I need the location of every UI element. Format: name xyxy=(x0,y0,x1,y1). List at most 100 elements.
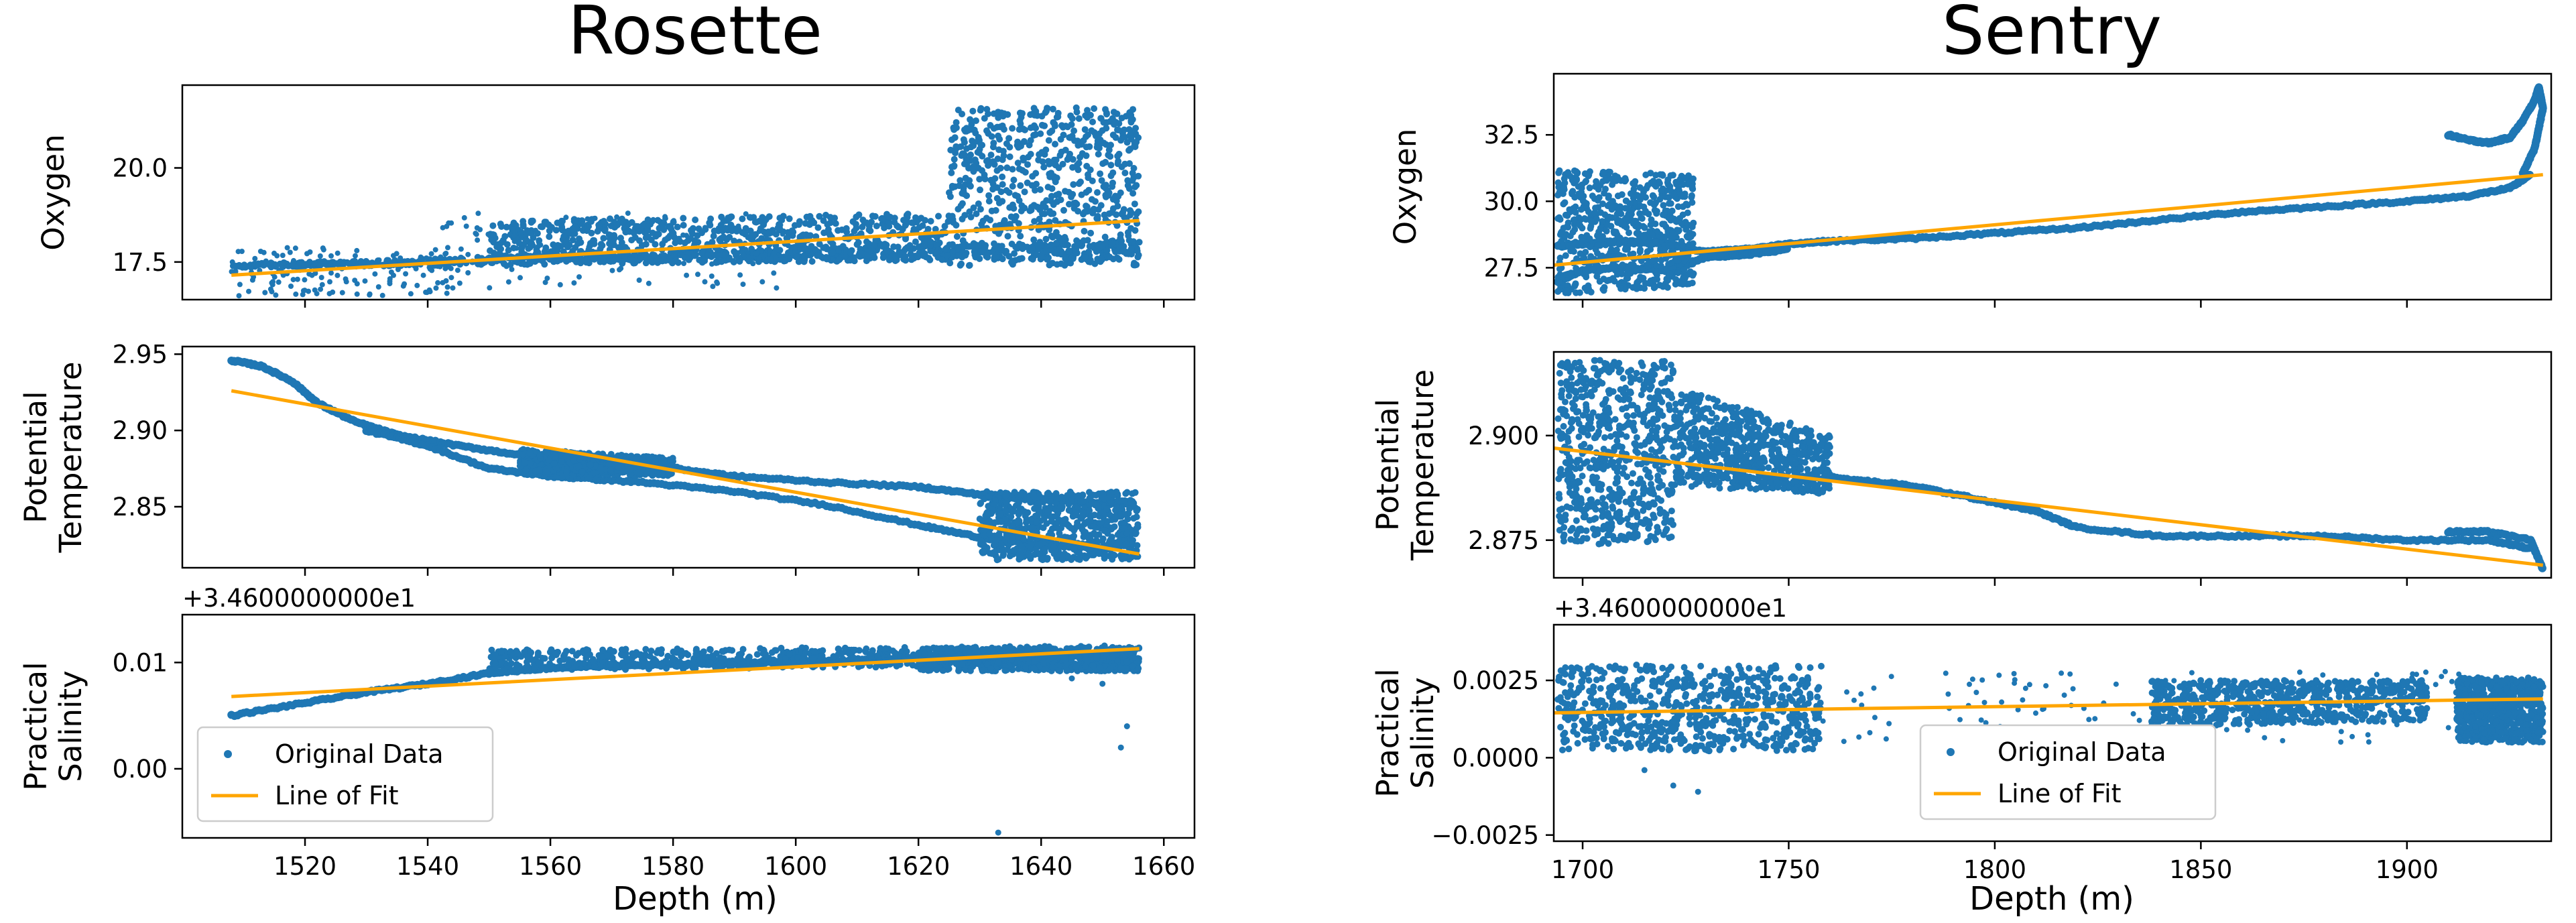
data-point xyxy=(945,212,953,220)
data-point xyxy=(503,241,511,248)
data-point xyxy=(1132,125,1140,132)
data-point xyxy=(649,467,656,475)
data-point xyxy=(318,286,324,292)
data-point xyxy=(883,241,890,249)
data-point xyxy=(1103,505,1111,513)
data-point xyxy=(967,116,974,123)
series-2 xyxy=(946,104,1143,269)
data-point xyxy=(718,213,725,221)
data-point xyxy=(1117,235,1124,242)
data-point xyxy=(962,174,969,182)
data-point xyxy=(921,250,928,257)
data-point xyxy=(1018,544,1026,550)
data-point xyxy=(932,241,940,248)
data-point xyxy=(569,225,576,233)
data-point xyxy=(1023,516,1030,524)
y-tick-label: 2.85 xyxy=(113,493,168,521)
data-point xyxy=(1042,496,1049,503)
data-point xyxy=(1059,160,1066,168)
data-point xyxy=(791,222,798,229)
data-point xyxy=(685,248,692,255)
data-point xyxy=(1103,247,1111,254)
data-point xyxy=(427,289,433,295)
data-point xyxy=(646,223,651,229)
data-point xyxy=(461,214,467,221)
data-point xyxy=(715,280,721,286)
data-point xyxy=(1124,515,1131,523)
data-point xyxy=(1104,517,1111,525)
data-point xyxy=(671,218,677,224)
y-tick-label: 20.0 xyxy=(113,154,168,183)
data-point xyxy=(1020,138,1028,145)
data-point xyxy=(445,245,450,251)
data-point xyxy=(448,275,454,281)
data-point xyxy=(698,248,706,255)
data-point xyxy=(375,284,381,290)
series-3 xyxy=(976,488,1142,564)
data-point xyxy=(576,456,584,463)
data-point xyxy=(1000,550,1007,558)
data-point xyxy=(263,258,269,264)
data-point xyxy=(814,224,822,231)
data-point xyxy=(664,235,672,242)
data-point xyxy=(1123,250,1130,257)
data-point xyxy=(709,273,715,279)
data-point xyxy=(1115,158,1122,165)
data-series xyxy=(227,357,1142,564)
data-point xyxy=(1030,493,1038,500)
data-point xyxy=(488,646,495,654)
data-point xyxy=(519,218,527,225)
data-point xyxy=(894,243,902,251)
data-point xyxy=(681,261,687,266)
data-point xyxy=(676,235,682,241)
data-point xyxy=(1107,141,1114,149)
data-point xyxy=(1112,119,1119,126)
data-point xyxy=(1007,213,1015,221)
data-point xyxy=(1014,518,1021,526)
data-point xyxy=(867,247,874,255)
data-point xyxy=(1048,233,1055,239)
data-point xyxy=(1098,177,1105,184)
data-point xyxy=(1113,110,1121,117)
data-point xyxy=(526,460,534,467)
data-point xyxy=(1057,196,1064,204)
data-point xyxy=(771,270,777,276)
data-point xyxy=(1040,164,1048,171)
data-point xyxy=(1109,208,1116,216)
data-point xyxy=(536,452,544,459)
data-point xyxy=(1110,551,1117,558)
data-point xyxy=(1044,184,1052,191)
data-point xyxy=(1050,543,1058,550)
data-point xyxy=(1038,113,1046,120)
data-point xyxy=(257,249,263,254)
data-point xyxy=(546,233,553,240)
data-point xyxy=(1079,513,1086,520)
data-point xyxy=(1121,126,1128,133)
data-point xyxy=(1079,526,1086,533)
data-point xyxy=(1052,217,1059,224)
data-point xyxy=(995,146,1003,153)
data-point xyxy=(575,240,581,246)
data-point xyxy=(989,143,997,151)
data-point xyxy=(414,282,420,288)
data-point xyxy=(1134,253,1142,261)
data-point xyxy=(704,252,712,259)
data-point xyxy=(1015,143,1022,151)
data-point xyxy=(637,255,643,263)
data-point xyxy=(241,263,248,270)
data-point xyxy=(967,213,975,221)
data-point xyxy=(989,158,997,166)
data-point xyxy=(537,223,544,231)
data-point xyxy=(1115,256,1123,263)
data-point xyxy=(1113,542,1120,549)
data-point xyxy=(287,249,293,255)
data-point xyxy=(1075,115,1083,122)
data-point xyxy=(1036,550,1044,557)
data-point xyxy=(907,251,914,258)
data-point xyxy=(660,252,668,259)
data-point xyxy=(1038,540,1044,548)
data-point xyxy=(489,231,496,238)
data-point xyxy=(672,253,678,259)
data-point xyxy=(300,288,306,294)
data-point xyxy=(1093,143,1101,151)
